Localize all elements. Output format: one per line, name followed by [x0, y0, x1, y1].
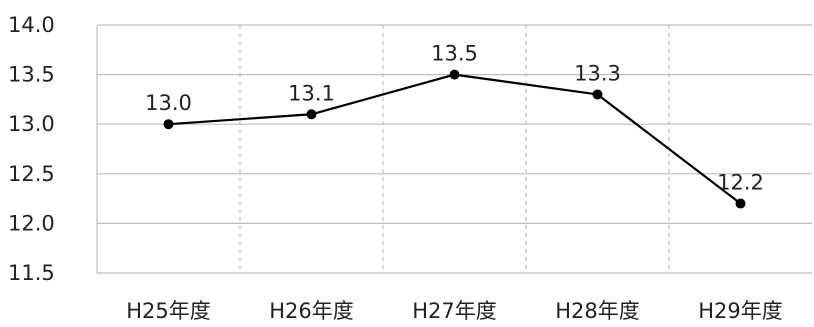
data-label: 12.2	[717, 171, 764, 195]
y-tick-label: 11.5	[8, 261, 55, 285]
x-tick-label: H27年度	[412, 299, 497, 323]
y-tick-label: 12.5	[8, 162, 55, 186]
y-tick-label: 12.0	[8, 211, 55, 235]
data-label: 13.5	[431, 42, 478, 66]
data-point	[449, 69, 460, 80]
data-label: 13.0	[145, 91, 192, 115]
data-label: 13.1	[288, 81, 335, 105]
x-tick-label: H29年度	[698, 299, 783, 323]
x-tick-label: H25年度	[126, 299, 211, 323]
data-point	[735, 198, 746, 209]
series-layer	[163, 69, 746, 209]
data-label: 13.3	[574, 61, 621, 85]
series-line	[168, 73, 742, 205]
axis-layer: 11.5 12.0 12.5 13.0 13.5 14.0 H25年度 H26年度 H27年度 H…	[8, 13, 783, 323]
y-tick-label: 13.5	[8, 63, 55, 87]
y-tick-label: 13.0	[8, 112, 55, 136]
data-point	[163, 119, 174, 130]
x-tick-label: H28年度	[555, 299, 640, 323]
x-tick-label: H26年度	[269, 299, 354, 323]
data-point	[306, 109, 317, 120]
data-point	[592, 89, 603, 100]
label-layer: 13.0 13.1 13.5 13.3 12.2	[145, 42, 764, 195]
y-tick-label: 14.0	[8, 13, 55, 37]
